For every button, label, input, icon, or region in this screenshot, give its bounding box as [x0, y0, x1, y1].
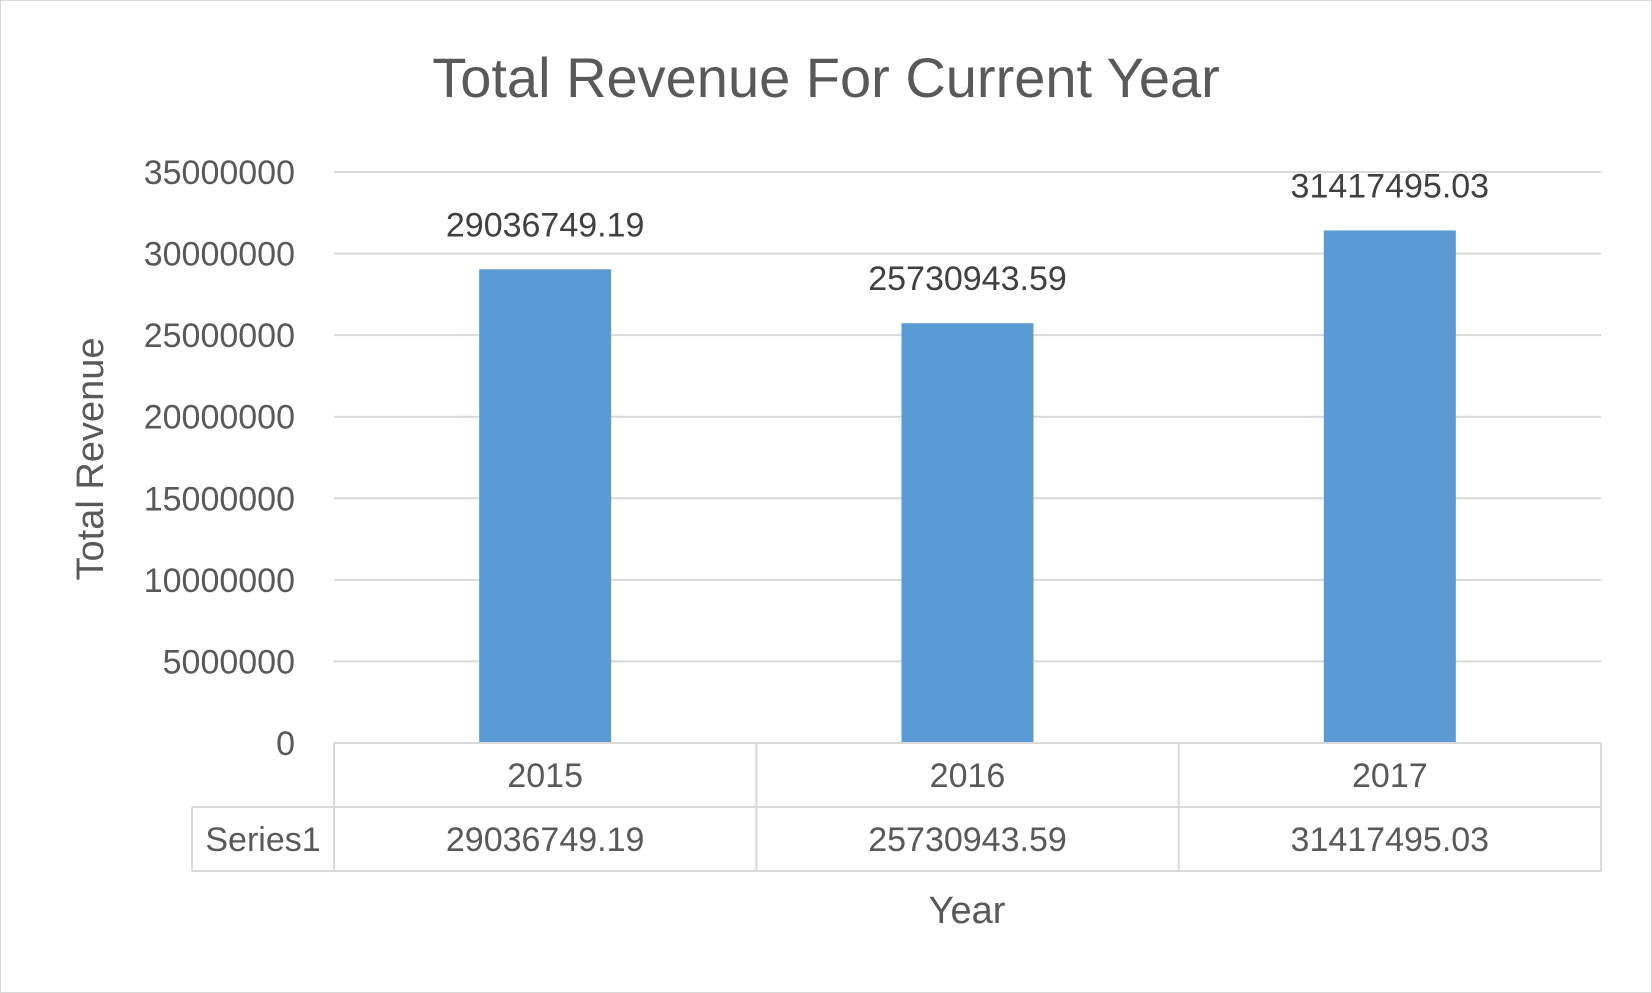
table-value-cell: 31417495.03	[1291, 821, 1490, 859]
y-tick-label: 10000000	[144, 562, 295, 600]
bars	[479, 230, 1456, 743]
x-category-label: 2015	[507, 757, 583, 795]
table-value-cell: 25730943.59	[868, 821, 1067, 859]
bar-2015	[479, 269, 612, 743]
x-category-label: 2016	[930, 757, 1006, 795]
data-table: 2015 29036749.19 2016 25730943.59 2017 314174…	[191, 742, 1602, 872]
data-label-2015: 29036749.19	[446, 206, 645, 244]
y-tick-label: 5000000	[163, 643, 295, 681]
y-tick-label: 15000000	[144, 480, 295, 518]
x-axis-title: Year	[929, 890, 1006, 932]
y-axis-title: Total Revenue	[70, 338, 112, 581]
y-tick-label: 0	[276, 725, 295, 763]
data-labels: 29036749.19 25730943.59 31417495.03	[446, 167, 1489, 298]
table-value-cell: 29036749.19	[446, 821, 645, 859]
x-category-label: 2017	[1352, 757, 1428, 795]
chart-title: Total Revenue For Current Year	[432, 46, 1220, 109]
y-tick-label: 30000000	[144, 236, 295, 274]
y-tick-label: 35000000	[144, 154, 295, 192]
data-label-2017: 31417495.03	[1291, 167, 1490, 205]
y-tick-label: 25000000	[144, 317, 295, 355]
data-label-2016: 25730943.59	[868, 260, 1067, 298]
bar-2017	[1323, 230, 1456, 743]
series-name-cell: Series1	[205, 821, 320, 859]
bar-2016	[901, 323, 1034, 743]
y-tick-label: 20000000	[144, 399, 295, 437]
y-axis-ticks: 0 5000000 10000000 15000000 20000000 25000000…	[144, 154, 295, 763]
